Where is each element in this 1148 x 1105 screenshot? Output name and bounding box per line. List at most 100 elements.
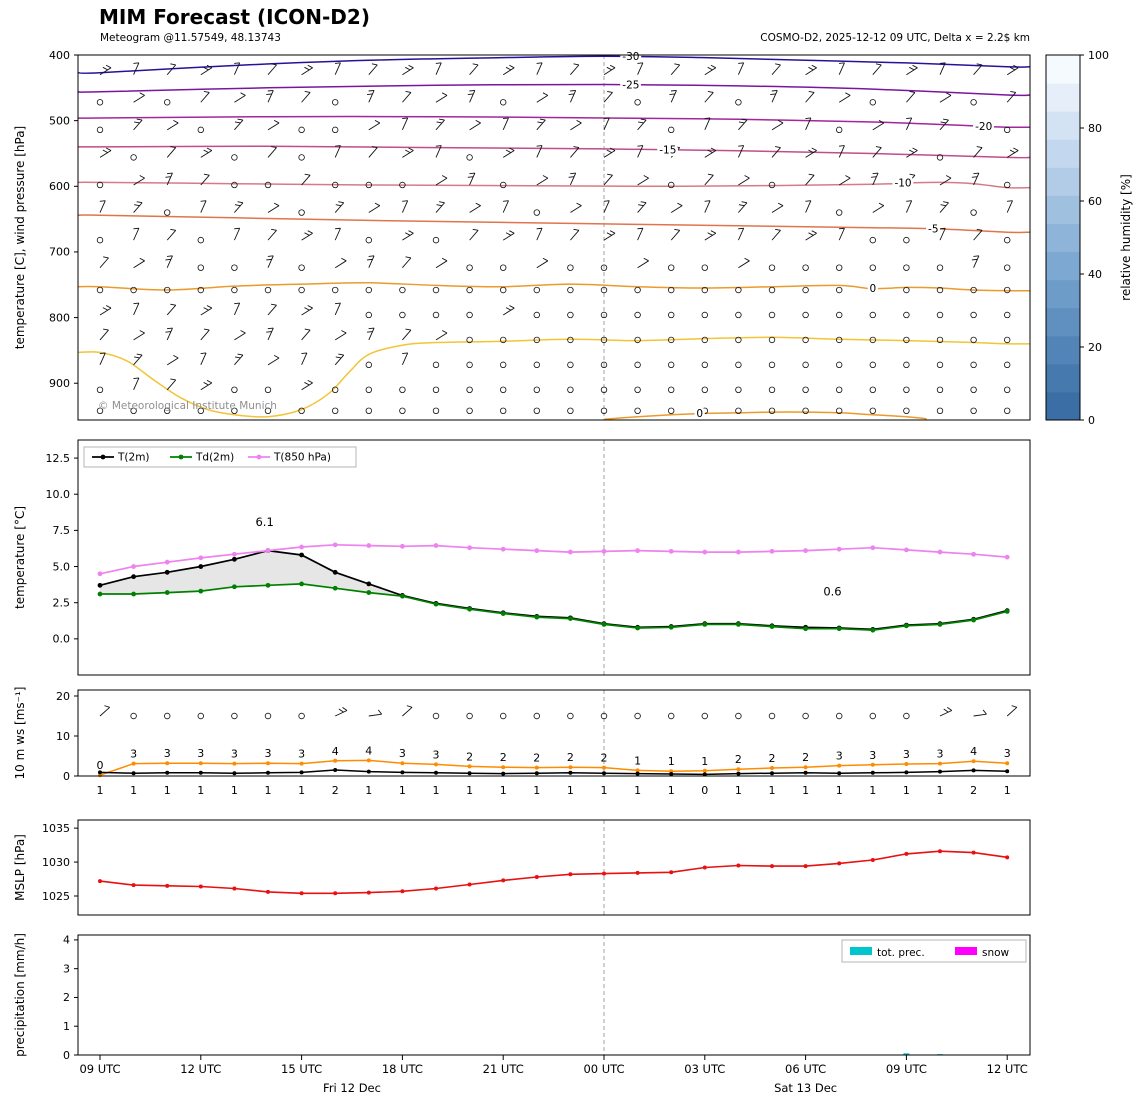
svg-text:T(850 hPa): T(850 hPa) <box>273 452 331 464</box>
svg-text:1: 1 <box>634 784 641 797</box>
svg-text:0: 0 <box>1088 414 1095 427</box>
svg-text:-25: -25 <box>622 79 639 91</box>
svg-text:1: 1 <box>365 784 372 797</box>
colorbar-step <box>1046 335 1080 365</box>
svg-text:tot. prec.: tot. prec. <box>877 947 925 959</box>
svg-text:-10: -10 <box>894 178 911 190</box>
svg-text:500: 500 <box>49 114 70 127</box>
svg-text:relative humidity [%]: relative humidity [%] <box>1119 174 1133 301</box>
svg-text:1: 1 <box>836 784 843 797</box>
page-title: MIM Forecast (ICON-D2) <box>99 5 370 29</box>
svg-text:1: 1 <box>802 784 809 797</box>
t-td-spread-fill <box>100 550 1008 631</box>
svg-text:2: 2 <box>332 784 339 797</box>
svg-text:10: 10 <box>56 730 70 743</box>
svg-text:09 UTC: 09 UTC <box>886 1062 927 1076</box>
svg-text:7.5: 7.5 <box>53 524 71 537</box>
svg-text:2: 2 <box>769 752 776 765</box>
svg-text:4: 4 <box>332 745 339 758</box>
mslp-line <box>99 850 1008 895</box>
svg-text:12 UTC: 12 UTC <box>987 1062 1028 1076</box>
colorbar-step <box>1046 55 1080 84</box>
svg-text:10 m ws [ms⁻¹]: 10 m ws [ms⁻¹] <box>13 687 27 780</box>
svg-text:09 UTC: 09 UTC <box>79 1062 120 1076</box>
svg-text:03 UTC: 03 UTC <box>684 1062 725 1076</box>
svg-text:1030: 1030 <box>42 856 70 869</box>
svg-text:15 UTC: 15 UTC <box>281 1062 322 1076</box>
colorbar-step <box>1046 279 1080 309</box>
svg-text:1: 1 <box>164 784 171 797</box>
colorbar-step <box>1046 111 1080 140</box>
svg-text:2: 2 <box>970 784 977 797</box>
wind-mean <box>99 769 1008 776</box>
svg-text:2: 2 <box>466 750 473 763</box>
colorbar-step <box>1046 83 1080 112</box>
svg-text:2: 2 <box>802 751 809 764</box>
colorbar-step <box>1046 167 1080 196</box>
svg-text:precipitation [mm/h]: precipitation [mm/h] <box>13 933 27 1057</box>
svg-text:12 UTC: 12 UTC <box>180 1062 221 1076</box>
svg-text:40: 40 <box>1088 268 1102 281</box>
colorbar-step <box>1046 391 1080 421</box>
svg-text:2: 2 <box>567 751 574 764</box>
svg-text:0.0: 0.0 <box>53 633 71 646</box>
svg-text:3: 3 <box>1004 747 1011 760</box>
svg-text:18 UTC: 18 UTC <box>382 1062 423 1076</box>
svg-text:1: 1 <box>298 784 305 797</box>
copyright-watermark: © Meteorological Institute Munich <box>98 400 277 412</box>
svg-text:900: 900 <box>49 377 70 390</box>
svg-text:4: 4 <box>970 745 977 758</box>
wind-gust <box>99 759 1008 776</box>
precip-legend: tot. prec. snow <box>841 939 1027 963</box>
svg-text:1: 1 <box>63 1020 70 1033</box>
svg-text:3: 3 <box>433 748 440 761</box>
svg-text:1: 1 <box>433 784 440 797</box>
svg-text:21 UTC: 21 UTC <box>483 1062 524 1076</box>
svg-text:12.5: 12.5 <box>46 452 71 465</box>
svg-text:MSLP [hPa]: MSLP [hPa] <box>13 834 27 901</box>
svg-text:3: 3 <box>298 748 305 761</box>
svg-text:Fri 12 Dec: Fri 12 Dec <box>323 1081 381 1095</box>
svg-text:snow: snow <box>982 947 1010 959</box>
svg-text:5.0: 5.0 <box>53 560 71 573</box>
precip-bar <box>903 1053 910 1055</box>
svg-text:temperature [C], wind pressure: temperature [C], wind pressure [hPa] <box>13 126 27 349</box>
svg-text:1: 1 <box>903 784 910 797</box>
svg-text:2: 2 <box>533 752 540 765</box>
svg-text:1: 1 <box>567 784 574 797</box>
svg-text:3: 3 <box>903 748 910 761</box>
svg-text:1: 1 <box>466 784 473 797</box>
svg-text:2: 2 <box>500 751 507 764</box>
svg-text:1: 1 <box>601 784 608 797</box>
svg-text:1: 1 <box>869 784 876 797</box>
svg-text:temperature [°C]: temperature [°C] <box>13 506 27 609</box>
series-Td(2m) <box>100 583 1008 632</box>
svg-text:1: 1 <box>533 784 540 797</box>
svg-text:1: 1 <box>937 784 944 797</box>
svg-text:600: 600 <box>49 180 70 193</box>
svg-text:2.5: 2.5 <box>53 596 71 609</box>
svg-text:06 UTC: 06 UTC <box>785 1062 826 1076</box>
svg-text:3: 3 <box>231 748 238 761</box>
svg-text:-30: -30 <box>622 51 639 63</box>
svg-text:60: 60 <box>1088 195 1102 208</box>
svg-text:700: 700 <box>49 246 70 259</box>
svg-text:800: 800 <box>49 311 70 324</box>
meteogram-coordinates: Meteogram @11.57549, 48.13743 <box>100 32 281 44</box>
model-run-info: COSMO-D2, 2025-12-12 09 UTC, Delta x = 2… <box>760 32 1030 44</box>
svg-text:0: 0 <box>869 283 876 295</box>
colorbar-step <box>1046 139 1080 168</box>
svg-text:1: 1 <box>634 754 641 767</box>
svg-text:1: 1 <box>701 755 708 768</box>
svg-text:0: 0 <box>63 1049 70 1062</box>
svg-text:2: 2 <box>735 753 742 766</box>
svg-text:3: 3 <box>869 749 876 762</box>
svg-text:0: 0 <box>97 759 104 772</box>
svg-text:3: 3 <box>63 962 70 975</box>
svg-text:1035: 1035 <box>42 822 70 835</box>
colorbar-step <box>1046 307 1080 337</box>
svg-text:1: 1 <box>97 784 104 797</box>
svg-text:T(2m): T(2m) <box>117 452 150 464</box>
colorbar-step <box>1046 363 1080 393</box>
